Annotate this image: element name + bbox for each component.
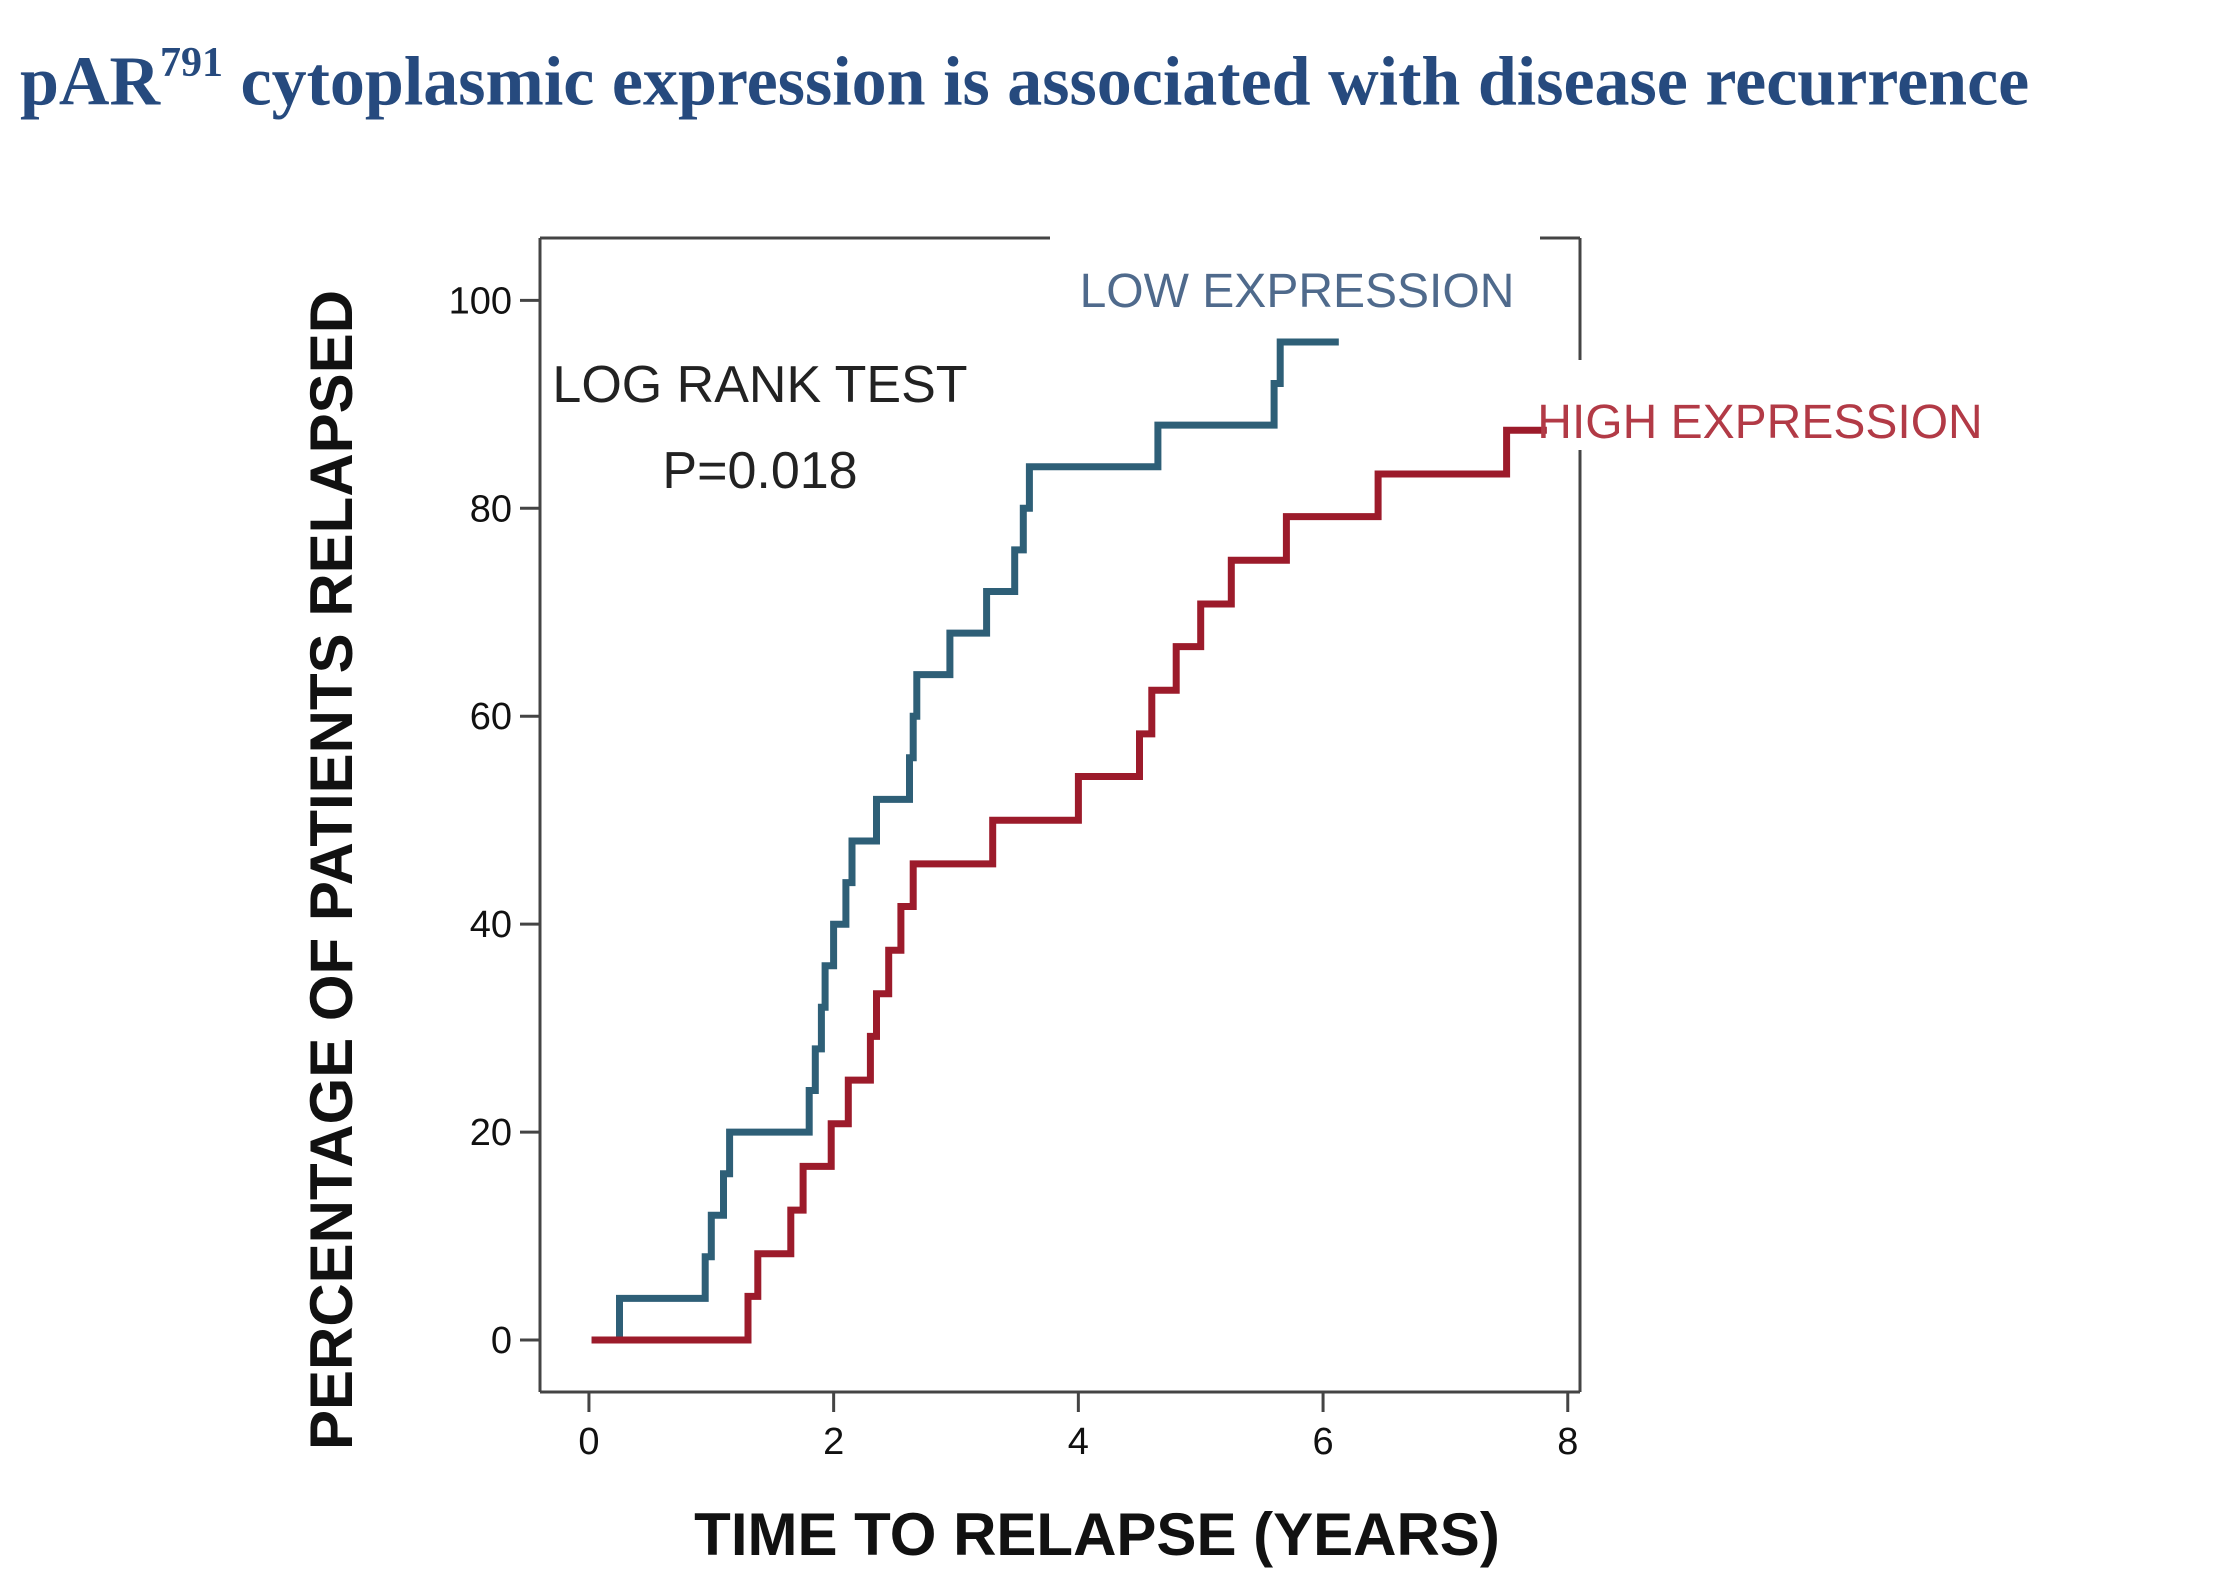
x-tick-label: 0 [578, 1421, 599, 1463]
x-tick-label: 8 [1557, 1421, 1578, 1463]
page-title: pAR791 cytoplasmic expression is associa… [20, 22, 2220, 127]
y-tick-label: 60 [470, 696, 512, 738]
x-axis-label: TIME TO RELAPSE (YEARS) [694, 1501, 1500, 1568]
x-tick-label: 6 [1312, 1421, 1333, 1463]
legend-low-expression: LOW EXPRESSION [1080, 265, 1515, 318]
y-tick-label: 40 [470, 904, 512, 946]
x-tick-label: 4 [1068, 1421, 1089, 1463]
y-axis-label: PERCENTAGE OF PATIENTS RELAPSED [298, 290, 365, 1450]
x-tick-label: 2 [823, 1421, 844, 1463]
y-tick-label: 20 [470, 1112, 512, 1154]
title-rest: cytoplasmic expression is associated wit… [223, 43, 2030, 121]
y-tick-label: 80 [470, 488, 512, 530]
y-tick-label: 100 [449, 280, 512, 322]
log-rank-test-label: LOG RANK TEST [552, 356, 967, 414]
series-lines [591, 338, 1547, 1344]
title-superscript: 791 [160, 40, 224, 86]
legend-high-expression: HIGH EXPRESSION [1537, 396, 1982, 449]
title-main: pAR [20, 43, 161, 121]
chart-text: PERCENTAGE OF PATIENTS RELAPSED TIME TO … [298, 265, 1983, 1568]
y-tick-label: 0 [491, 1320, 512, 1362]
plot-frame [538, 236, 1582, 1394]
p-value-label: P=0.018 [662, 442, 857, 500]
series-line-high-expression [591, 426, 1547, 1344]
series-line-low-expression [591, 338, 1339, 1344]
axes: 0 20 40 60 80 100 0 2 4 6 8 [449, 280, 1579, 1463]
